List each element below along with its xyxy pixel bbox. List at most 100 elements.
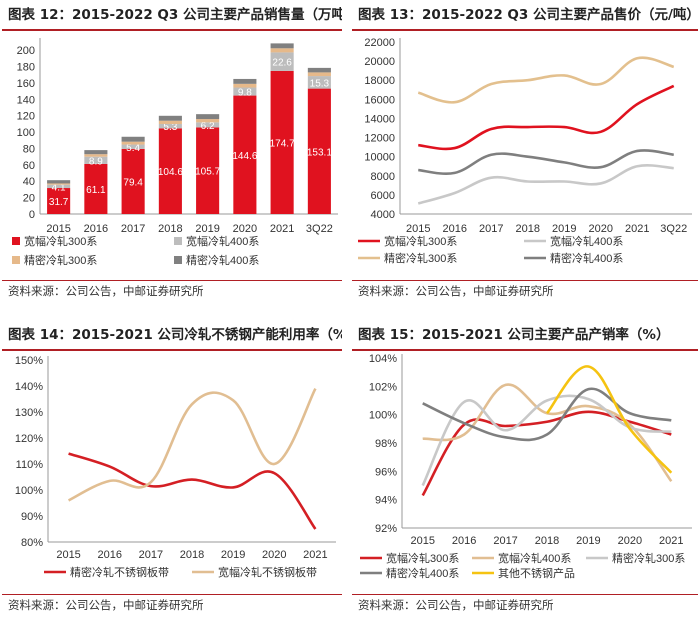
y-tick-label: 0 [29,209,35,221]
chart-sales-volume: 0 20 40 60 80 100 120 140 160 180 200 2015 2016 2017 2… [12,38,338,267]
source-divider [2,594,342,595]
y-tick-label: 6000 [371,190,395,202]
y-tick-label: 102% [369,381,397,393]
chart-title: 图表 14：2015-2021 公司冷轧不锈钢产能利用率（%） [8,327,342,343]
legend-label: 其他不锈钢产品 [498,566,575,580]
legend-label: 精密冷轧400系 [550,251,623,265]
y-tick-label: 4000 [371,209,395,221]
y-tick-label: 120% [15,433,43,445]
bar-segment [196,127,220,214]
x-tick-label: 2020 [233,223,257,235]
legend-label: 精密冷轧300系 [24,253,97,267]
bar-segment [121,148,145,214]
bar-segment [307,88,331,214]
x-tick-label: 2019 [576,535,600,547]
series-line [67,387,317,502]
chart-title: 图表 12：2015-2022 Q3 公司主要产品销售量（万吨） [8,7,342,23]
title-divider [2,349,342,351]
x-tick-label: 2018 [158,223,182,235]
y-tick-label: 14000 [364,113,395,125]
y-tick-label: 160 [17,78,35,90]
bar-value-label: 79.4 [123,177,143,188]
bar-value-label: 9.8 [238,88,252,99]
y-tick-label: 16000 [364,94,395,106]
y-tick-label: 20000 [364,56,395,68]
y-tick-label: 100 [17,127,35,139]
y-tick-label: 20 [23,193,35,205]
y-tick-label: 130% [15,407,43,419]
source-note: 资料来源：公司公告，中邮证券研究所 [8,598,204,612]
x-tick-label: 2018 [535,535,559,547]
bar-value-label: 22.6 [272,58,292,69]
legend-label: 宽幅冷轧300系 [386,551,459,565]
x-tick-label: 3Q22 [660,223,687,235]
bar-segment [47,188,71,214]
y-tick-label: 120 [17,111,35,123]
legend-swatch [12,237,20,245]
bar-value-label: 105.7 [195,167,220,178]
y-tick-label: 90% [21,511,43,523]
x-tick-label: 2015 [56,549,80,561]
series-line [421,410,672,497]
x-tick-label: 2020 [262,549,286,561]
legend-swatch [174,256,182,264]
panel-production-sales-ratio: 图表 15：2015-2021 公司主要产品产销率（%） 92% 94% 96% 98… [352,322,698,616]
bar-segment [84,154,108,157]
x-tick-label: 2021 [303,549,327,561]
bar-segment [270,70,294,214]
legend-label: 宽幅冷轧400系 [550,234,623,248]
y-tick-label: 104% [369,353,397,365]
x-tick-label: 2019 [221,549,245,561]
bar-segment [47,184,71,189]
bar-value-label: 144.6 [232,151,257,162]
source-note: 资料来源：公司公告，中邮证券研究所 [358,598,554,612]
x-tick-label: 2019 [552,223,576,235]
y-tick-label: 98% [375,438,397,450]
bar-segment [84,156,108,164]
series-line [417,164,674,205]
y-tick-label: 80% [21,537,43,549]
bar-segment [47,183,71,185]
source-note: 资料来源：公司公告，中邮证券研究所 [358,284,554,298]
bar-segment [233,83,257,88]
x-tick-label: 2019 [195,223,219,235]
series-line [421,394,672,487]
y-tick-label: 22000 [364,37,395,49]
chart-title: 图表 15：2015-2021 公司主要产品产销率（%） [358,327,670,343]
bar-segment [121,136,145,142]
y-tick-label: 80 [23,143,35,155]
legend-label: 宽幅冷轧400系 [498,551,571,565]
x-tick-label: 2021 [659,535,683,547]
y-tick-label: 110% [16,459,44,471]
x-tick-label: 2015 [46,223,70,235]
legend-label: 宽幅冷轧300系 [24,234,97,248]
x-tick-label: 2015 [406,223,430,235]
series-line [417,56,675,104]
source-note: 资料来源：公司公告，中邮证券研究所 [8,284,204,298]
legend-label: 宽幅冷轧400系 [186,234,259,248]
bar-segment [307,67,331,73]
x-tick-label: 2018 [516,223,540,235]
bar-segment [233,95,257,214]
y-tick-label: 40 [23,176,35,188]
bar-segment [121,141,145,145]
legend-label: 精密冷轧400系 [186,253,259,267]
title-divider [352,349,698,351]
legend-label: 精密冷轧不锈钢板带 [70,565,169,579]
bar-value-label: 6.2 [201,121,215,132]
x-tick-label: 2016 [452,535,476,547]
bar-value-label: 153.1 [307,147,332,158]
x-tick-label: 2017 [493,535,517,547]
legend-label: 精密冷轧300系 [384,251,457,265]
source-divider [352,594,698,595]
y-tick-label: 92% [375,523,397,535]
y-tick-label: 60 [23,160,35,172]
legend-label: 宽幅冷轧300系 [384,234,457,248]
source-divider [2,280,342,281]
x-tick-label: 2018 [180,549,204,561]
legend-swatch [174,237,182,245]
y-tick-label: 94% [375,495,397,507]
x-tick-label: 2016 [443,223,467,235]
bar-segment [121,144,145,149]
panel-sales-volume: 图表 12：2015-2022 Q3 公司主要产品销售量（万吨） 0 20 40 60… [2,2,342,300]
